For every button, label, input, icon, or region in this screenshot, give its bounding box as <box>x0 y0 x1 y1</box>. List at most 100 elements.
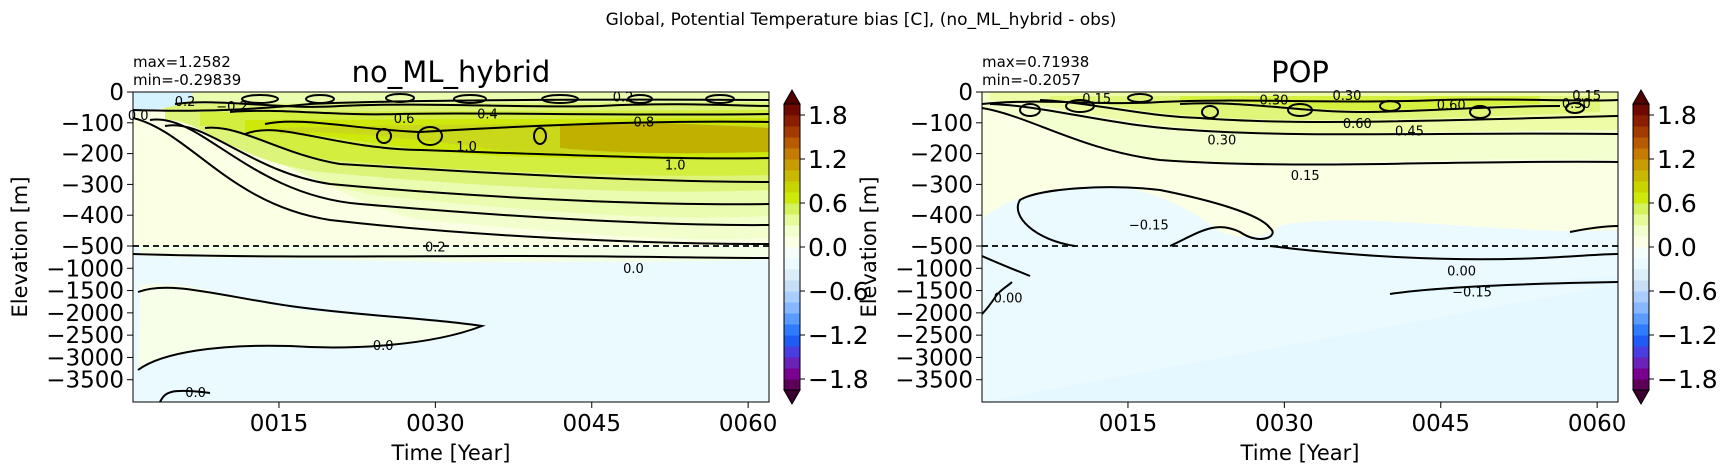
contour-label: 0.0 <box>128 109 149 124</box>
y-tick-label: −400 <box>910 203 973 229</box>
contour-label: 0.45 <box>1395 125 1424 140</box>
panel-right-contour-loop <box>1565 102 1585 114</box>
contour-label: 1.0 <box>665 158 686 173</box>
colorbar-band <box>1633 115 1649 127</box>
colorbar-band <box>1633 346 1649 358</box>
panel-left-contour-loop <box>533 127 547 145</box>
contour-label: 0.30 <box>1207 134 1236 149</box>
panel-right-fill-deep-cool <box>982 276 1618 402</box>
panel-right-contour-loop <box>1019 103 1041 117</box>
y-tick-label: −2500 <box>46 323 124 349</box>
panel-left-contour-loop <box>541 94 579 104</box>
panel-left-contour-1.0 <box>244 129 769 160</box>
y-tick-label: −400 <box>61 203 124 229</box>
panel-right-contour-0.00-deep <box>1269 245 1618 261</box>
y-tick-label: −100 <box>61 111 124 137</box>
panel-right-min-label: min=-0.2057 <box>982 71 1081 89</box>
panel-right-max-label: max=0.71938 <box>982 53 1089 71</box>
y-tick-label: −2000 <box>895 301 973 327</box>
colorbar-band <box>1633 313 1649 325</box>
colorbar-band <box>1633 302 1649 314</box>
panel-left-contour-0.4 <box>149 118 769 227</box>
y-tick-label: −1000 <box>895 256 973 282</box>
contour-label: 0.4 <box>477 108 498 123</box>
colorbar-tick-label: −0.6 <box>808 277 869 306</box>
colorbar-band <box>784 302 800 314</box>
x-tick-label: 0045 <box>562 411 621 437</box>
contour-label: 0.00 <box>1447 265 1476 280</box>
contour-label: 0.0 <box>623 262 644 277</box>
panel-left-surface-cold-patch <box>133 92 193 112</box>
panel-left: no_ML_hybrid max=1.2582 min=-0.29839 <box>8 53 777 465</box>
panel-right-title: POP <box>1271 55 1329 89</box>
colorbar-band <box>784 214 800 226</box>
y-tick-label: −200 <box>61 142 124 168</box>
colorbar-tick-label: −1.8 <box>1657 365 1718 394</box>
panel-left-contour-0.2 <box>133 117 769 245</box>
colorbar-band <box>784 148 800 160</box>
colorbar-band <box>1633 170 1649 182</box>
panel-right-contour-right-edge <box>1569 225 1618 233</box>
colorbar-band <box>784 104 800 116</box>
panel-right-contour-loop <box>1201 105 1219 119</box>
colorbar-band <box>1633 291 1649 303</box>
y-tick-label: −500 <box>910 234 973 260</box>
colorbar-tick-label: 1.8 <box>808 101 848 130</box>
contour-label: 0.15 <box>1291 169 1320 184</box>
colorbar-band <box>784 115 800 127</box>
colorbar-band <box>784 126 800 138</box>
colorbar-band <box>1633 368 1649 380</box>
colorbar-band <box>784 324 800 336</box>
x-tick-label: 0030 <box>1255 411 1314 437</box>
contour-label: 0.2 <box>175 95 196 110</box>
y-tick-label: −100 <box>910 111 973 137</box>
colorbar-band <box>784 137 800 149</box>
y-tick-label: −1500 <box>46 279 124 305</box>
colorbar-band <box>784 269 800 281</box>
contour-label: 0.15 <box>1082 92 1111 107</box>
panel-left-contour-loop <box>453 94 487 104</box>
panel-right-contour-neg-0.15-deep <box>1389 281 1618 295</box>
panel-right-axes: 0015 0030 0045 0060 0 −100 −200 −300 −400 −500−10… <box>895 80 1626 437</box>
colorbar-band <box>784 225 800 237</box>
y-tick-label: −2500 <box>895 323 973 349</box>
panel-right-contour-loop <box>1065 99 1095 113</box>
contour-label: 0.8 <box>634 115 655 130</box>
panel-right-frame <box>981 91 1619 403</box>
panel-right-contour-0.60 <box>1179 102 1561 114</box>
y-tick-label: −3500 <box>895 368 973 394</box>
panel-left-contour-0.0-bottom <box>159 389 211 402</box>
panel-right-contour-loop <box>1469 105 1491 119</box>
colorbar-band <box>1633 357 1649 369</box>
panel-left-contour-loop <box>705 94 735 104</box>
colorbar-tick-label: −1.2 <box>808 321 869 350</box>
colorbar-band <box>784 247 800 259</box>
panel-right-contour-loop <box>1379 100 1401 112</box>
colorbar-tick-label: 1.2 <box>808 145 848 174</box>
colorbar-band <box>784 313 800 325</box>
contour-label: 0.30 <box>1332 89 1361 104</box>
colorbar-band <box>1633 247 1649 259</box>
panel-left-contour-surface-2 <box>229 109 769 116</box>
panel-right-contour-0.15 <box>982 107 1618 166</box>
panel-left-contour-loop <box>241 94 279 104</box>
colorbar-tick-label: −1.2 <box>1657 321 1718 350</box>
colorbar-tick-label: 0.6 <box>1657 189 1697 218</box>
panel-right-contour-loop <box>1287 103 1313 117</box>
y-tick-label: 0 <box>109 80 124 106</box>
colorbar-tick-label: −1.8 <box>808 365 869 394</box>
panel-right-contour-neg-0.15-upper <box>1017 186 1274 247</box>
contour-label: −0.15 <box>1452 285 1492 300</box>
y-tick-label: −3000 <box>46 345 124 371</box>
panel-left-contour-1.0-upper <box>264 120 769 134</box>
colorbar-band <box>1633 126 1649 138</box>
colorbar-tick-label: 0.0 <box>1657 233 1697 262</box>
colorbar-band <box>1633 148 1649 160</box>
contour-label: −0.2 <box>216 100 248 115</box>
colorbar-band <box>1633 258 1649 270</box>
contour-label: 0.30 <box>1259 94 1288 109</box>
y-tick-label: −3500 <box>46 368 124 394</box>
panel-right-contour-0.30 <box>989 103 1618 136</box>
panel-left-contour-0.0-upper <box>133 98 769 112</box>
